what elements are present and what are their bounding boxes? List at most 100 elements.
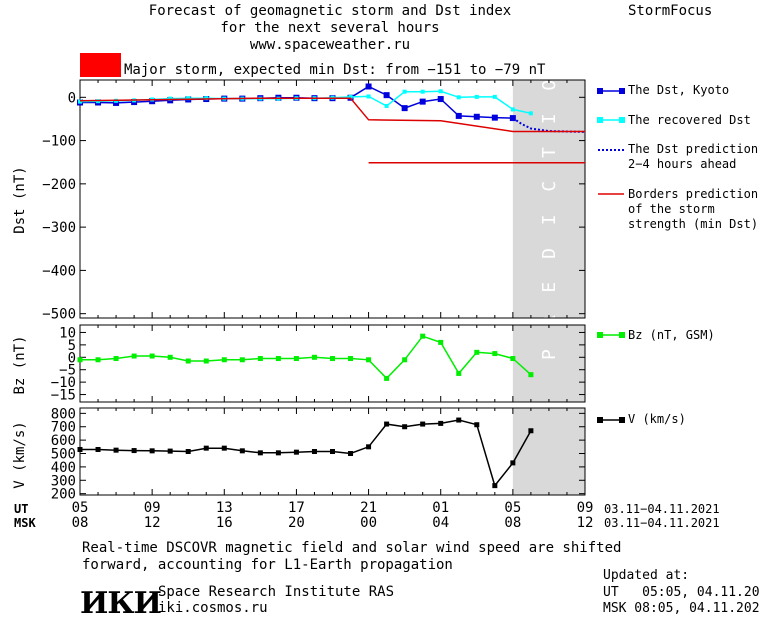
y-tick-label: −300 bbox=[42, 220, 76, 236]
y-tick-label: 500 bbox=[51, 447, 76, 463]
data-point bbox=[528, 111, 533, 116]
series-line-1 bbox=[80, 419, 532, 488]
y-tick-label: 400 bbox=[51, 460, 76, 476]
data-point bbox=[275, 356, 281, 362]
ut-date-range: 03.11−04.11.2021 bbox=[604, 502, 720, 516]
data-point bbox=[330, 449, 335, 454]
legend-dst-prediction: The Dst prediction bbox=[628, 142, 759, 156]
legend-dst-prediction-2: 2−4 hours ahead bbox=[628, 157, 737, 171]
data-point bbox=[455, 112, 462, 119]
data-point bbox=[257, 356, 263, 362]
y-tick-label: 600 bbox=[51, 433, 76, 449]
data-point bbox=[113, 447, 119, 453]
ut-axis-label: UT bbox=[14, 502, 29, 516]
legend-bz: Bz (nT, GSM) bbox=[628, 328, 715, 342]
updated-ut: UT 05:05, 04.11.2021 bbox=[603, 585, 760, 600]
data-point bbox=[491, 114, 498, 121]
y-tick-label: 5 bbox=[68, 338, 76, 354]
data-point bbox=[95, 446, 101, 452]
x-tick-label-msk: 08 bbox=[504, 515, 521, 531]
y-axis-label: Dst (nT) bbox=[12, 166, 28, 233]
data-point bbox=[366, 357, 372, 363]
legend-recovered-glyph-marker bbox=[619, 117, 625, 123]
y-tick-label: −200 bbox=[42, 177, 76, 193]
y-tick-label: −5 bbox=[59, 363, 76, 379]
data-point bbox=[185, 449, 191, 454]
data-point bbox=[438, 339, 444, 345]
data-point bbox=[239, 448, 245, 454]
data-point bbox=[366, 94, 371, 99]
institute-site: iki.cosmos.ru bbox=[158, 600, 268, 616]
x-tick-label-ut: 17 bbox=[288, 500, 305, 516]
data-point bbox=[528, 428, 534, 434]
x-tick-label-ut: 05 bbox=[72, 500, 89, 516]
data-point bbox=[420, 333, 426, 339]
data-point bbox=[456, 95, 461, 100]
x-tick-label-ut: 05 bbox=[504, 500, 521, 516]
data-point bbox=[221, 357, 227, 363]
updated-msk: MSK 08:05, 04.11.2021 bbox=[603, 601, 760, 616]
legend-v-glyph-marker bbox=[619, 417, 625, 423]
data-point bbox=[203, 445, 209, 451]
data-point bbox=[401, 105, 408, 112]
storm-forecast-label: Major storm, expected min Dst: from −151… bbox=[124, 62, 546, 78]
data-point bbox=[474, 349, 480, 355]
legend-dst-glyph-marker bbox=[597, 88, 603, 94]
y-tick-label: 0 bbox=[68, 350, 76, 366]
y-tick-label: 10 bbox=[59, 325, 76, 341]
y-tick-label: −10 bbox=[51, 375, 76, 391]
data-point bbox=[131, 448, 137, 454]
msk-date-range: 03.11−04.11.2021 bbox=[604, 516, 720, 530]
footer-note-2: forward, accounting for L1-Earth propaga… bbox=[82, 557, 453, 573]
data-point bbox=[492, 483, 498, 489]
institute-name: Space Research Institute RAS bbox=[158, 584, 395, 600]
data-point bbox=[239, 357, 245, 363]
data-point bbox=[365, 83, 372, 90]
series-line-2 bbox=[79, 90, 532, 115]
chart-title-line1: Forecast of geomagnetic storm and Dst in… bbox=[148, 3, 512, 19]
data-point bbox=[348, 356, 354, 362]
legend-recovered-glyph-marker bbox=[597, 117, 603, 123]
data-point bbox=[168, 96, 173, 101]
prediction-band bbox=[512, 408, 585, 495]
data-point bbox=[221, 445, 227, 451]
legend-borders: Borders prediction bbox=[628, 187, 759, 201]
data-point bbox=[113, 356, 119, 362]
legend-borders-2: of the storm bbox=[628, 202, 715, 216]
x-tick-label-msk: 12 bbox=[144, 515, 161, 531]
data-point bbox=[420, 89, 425, 94]
y-tick-label: −100 bbox=[42, 134, 76, 150]
data-point bbox=[311, 449, 317, 454]
series-line-1 bbox=[80, 335, 532, 380]
data-point bbox=[78, 99, 82, 104]
data-point bbox=[293, 356, 299, 362]
data-point bbox=[474, 94, 479, 99]
data-point bbox=[95, 357, 101, 363]
x-tick-label-msk: 12 bbox=[577, 515, 594, 531]
y-tick-label: 700 bbox=[51, 420, 76, 436]
series-line-1 bbox=[80, 85, 513, 119]
panel-frame bbox=[79, 324, 586, 403]
data-point bbox=[77, 446, 83, 452]
x-tick-label-ut: 21 bbox=[360, 500, 377, 516]
x-tick-label-msk: 16 bbox=[216, 515, 233, 531]
data-point bbox=[186, 96, 191, 101]
data-point bbox=[492, 94, 497, 99]
data-point bbox=[203, 358, 209, 364]
y-tick-label: 200 bbox=[51, 487, 76, 503]
y-tick-label: −15 bbox=[51, 388, 76, 404]
data-point bbox=[167, 354, 173, 360]
data-point bbox=[384, 375, 390, 381]
msk-axis-label: MSK bbox=[14, 516, 36, 530]
data-point bbox=[348, 94, 353, 99]
legend-bz-glyph-marker bbox=[597, 332, 603, 338]
data-point bbox=[510, 460, 516, 466]
legend-v: V (km/s) bbox=[628, 412, 686, 426]
data-point bbox=[348, 451, 354, 457]
y-tick-label: −500 bbox=[42, 307, 76, 323]
y-axis-label: Bz (nT) bbox=[12, 335, 28, 394]
data-point bbox=[402, 424, 408, 430]
prediction-band bbox=[512, 325, 585, 402]
data-point bbox=[311, 354, 317, 360]
data-point bbox=[509, 115, 516, 122]
